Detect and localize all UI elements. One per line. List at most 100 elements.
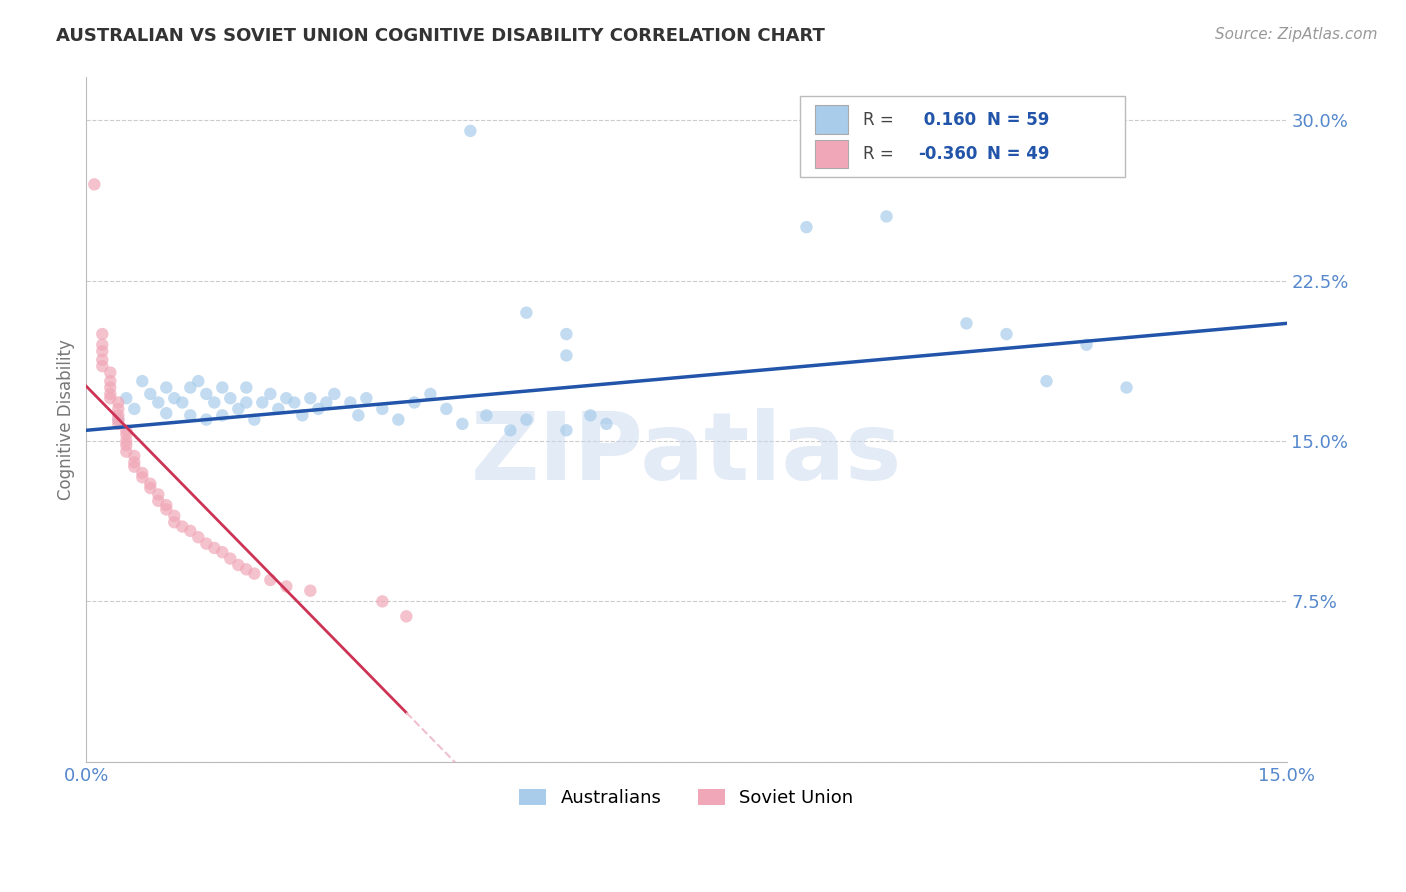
Point (315, 395, 337, 409)
Point (115, 391, 138, 405)
FancyBboxPatch shape (800, 96, 1125, 177)
Point (124, 449, 146, 463)
Point (91, 344, 114, 359)
Point (115, 434, 138, 448)
Point (148, 487, 170, 501)
Point (139, 481, 162, 495)
Point (211, 380, 233, 394)
Point (179, 380, 201, 394)
Point (267, 401, 290, 416)
Point (243, 566, 266, 581)
Point (155, 406, 177, 420)
Point (187, 530, 209, 544)
Point (595, 417, 617, 431)
Point (228, 558, 250, 572)
Point (124, 455, 146, 469)
Point (515, 412, 537, 426)
Point (139, 387, 162, 401)
Point (299, 391, 322, 405)
Point (187, 374, 209, 388)
Point (555, 423, 578, 437)
Point (98, 374, 121, 388)
Point (259, 387, 281, 401)
Point (124, 401, 146, 416)
Point (163, 515, 186, 529)
Point (107, 417, 129, 431)
Point (307, 401, 329, 416)
Point (995, 327, 1018, 342)
Point (195, 412, 218, 426)
Text: R =: R = (863, 145, 898, 163)
Point (91, 359, 114, 373)
Point (139, 476, 162, 491)
Point (155, 498, 177, 512)
Text: N = 49: N = 49 (987, 145, 1049, 163)
Point (475, 409, 498, 423)
Text: ZIPatlas: ZIPatlas (471, 408, 903, 500)
Point (115, 427, 138, 442)
Point (276, 579, 298, 593)
Point (1035, 374, 1057, 388)
Point (107, 401, 129, 416)
Point (219, 391, 242, 405)
Text: AUSTRALIAN VS SOVIET UNION COGNITIVE DISABILITY CORRELATION CHART: AUSTRALIAN VS SOVIET UNION COGNITIVE DIS… (56, 27, 825, 45)
Point (876, 210, 898, 224)
Point (131, 470, 153, 484)
Point (91, 327, 114, 342)
Point (155, 380, 177, 394)
Point (172, 395, 194, 409)
Point (299, 583, 322, 598)
Point (179, 524, 201, 538)
Point (371, 401, 394, 416)
Point (235, 562, 257, 576)
Point (291, 409, 314, 423)
Point (83, 178, 105, 192)
Point (252, 395, 274, 409)
Point (91, 352, 114, 367)
Point (1076, 337, 1098, 351)
Point (98, 366, 121, 380)
Point (148, 494, 170, 508)
Point (115, 438, 138, 452)
Text: Source: ZipAtlas.com: Source: ZipAtlas.com (1215, 27, 1378, 42)
Point (460, 124, 482, 138)
Point (163, 391, 186, 405)
Text: N = 59: N = 59 (987, 111, 1049, 128)
Point (283, 395, 305, 409)
Point (91, 337, 114, 351)
Point (356, 391, 378, 405)
Point (395, 609, 418, 624)
FancyBboxPatch shape (815, 105, 848, 134)
Point (235, 395, 257, 409)
Point (107, 395, 129, 409)
Point (228, 401, 250, 416)
Point (579, 409, 602, 423)
Point (555, 327, 578, 342)
Point (195, 387, 218, 401)
Point (419, 387, 441, 401)
Text: 0.160: 0.160 (918, 111, 976, 128)
Point (155, 502, 177, 516)
Point (387, 412, 409, 426)
Point (202, 395, 225, 409)
Point (259, 573, 281, 587)
Point (347, 409, 370, 423)
Point (202, 541, 225, 555)
Point (115, 444, 138, 458)
Text: -0.360: -0.360 (918, 145, 977, 163)
Point (434, 401, 457, 416)
Point (211, 545, 233, 559)
Point (98, 391, 121, 405)
Point (124, 459, 146, 474)
Point (515, 306, 537, 320)
Point (107, 412, 129, 426)
Point (98, 387, 121, 401)
Point (115, 423, 138, 437)
Point (107, 409, 129, 423)
Y-axis label: Cognitive Disability: Cognitive Disability (58, 339, 75, 500)
Point (404, 395, 426, 409)
Point (195, 536, 218, 550)
Point (148, 395, 170, 409)
Point (131, 466, 153, 480)
Point (451, 417, 474, 431)
